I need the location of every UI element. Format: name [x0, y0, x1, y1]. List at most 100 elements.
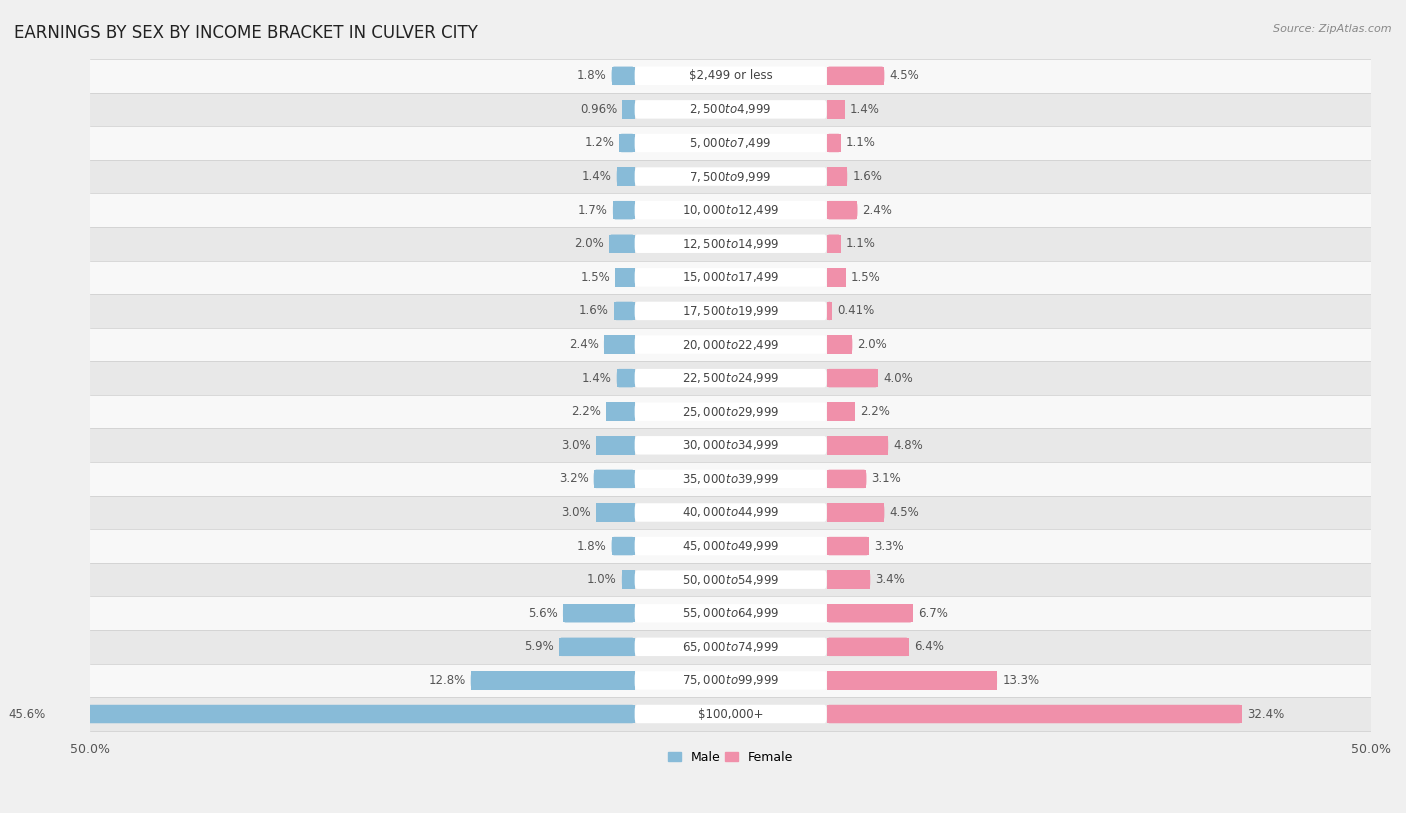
Bar: [90, 193, 1371, 227]
Bar: [827, 67, 884, 85]
Text: $35,000 to $39,999: $35,000 to $39,999: [682, 472, 779, 486]
Bar: [90, 227, 1371, 260]
Bar: [90, 630, 1371, 663]
Text: 1.4%: 1.4%: [582, 170, 612, 183]
Text: $2,499 or less: $2,499 or less: [689, 69, 772, 82]
Text: 4.5%: 4.5%: [890, 69, 920, 82]
FancyBboxPatch shape: [634, 672, 827, 689]
Bar: [90, 698, 1371, 731]
Bar: [827, 335, 852, 354]
Text: $65,000 to $74,999: $65,000 to $74,999: [682, 640, 779, 654]
Bar: [827, 705, 1241, 724]
Bar: [560, 637, 634, 656]
FancyBboxPatch shape: [593, 470, 634, 488]
Text: $40,000 to $44,999: $40,000 to $44,999: [682, 506, 779, 520]
Bar: [606, 402, 634, 421]
Bar: [617, 369, 634, 387]
Bar: [90, 395, 1371, 428]
FancyBboxPatch shape: [605, 335, 634, 354]
FancyBboxPatch shape: [471, 672, 634, 689]
FancyBboxPatch shape: [634, 167, 827, 186]
FancyBboxPatch shape: [623, 100, 634, 119]
Bar: [612, 537, 634, 555]
FancyBboxPatch shape: [827, 470, 866, 488]
Text: $5,000 to $7,499: $5,000 to $7,499: [689, 136, 772, 150]
Bar: [617, 167, 634, 186]
FancyBboxPatch shape: [827, 537, 869, 555]
FancyBboxPatch shape: [634, 234, 827, 253]
Text: $25,000 to $29,999: $25,000 to $29,999: [682, 405, 779, 419]
Bar: [90, 529, 1371, 563]
FancyBboxPatch shape: [827, 234, 841, 253]
FancyBboxPatch shape: [634, 402, 827, 421]
FancyBboxPatch shape: [634, 637, 827, 656]
Bar: [605, 335, 634, 354]
Text: 1.7%: 1.7%: [578, 204, 607, 216]
Text: 3.0%: 3.0%: [561, 506, 591, 519]
FancyBboxPatch shape: [634, 134, 827, 152]
FancyBboxPatch shape: [634, 503, 827, 522]
Text: $100,000+: $100,000+: [697, 707, 763, 720]
FancyBboxPatch shape: [614, 302, 634, 320]
Text: 1.6%: 1.6%: [579, 304, 609, 317]
FancyBboxPatch shape: [616, 268, 634, 286]
Bar: [827, 503, 884, 522]
Text: 1.4%: 1.4%: [582, 372, 612, 385]
Text: 1.5%: 1.5%: [581, 271, 610, 284]
FancyBboxPatch shape: [634, 369, 827, 387]
FancyBboxPatch shape: [634, 470, 827, 488]
Bar: [827, 167, 848, 186]
FancyBboxPatch shape: [634, 201, 827, 220]
Text: $12,500 to $14,999: $12,500 to $14,999: [682, 237, 779, 250]
Text: 1.4%: 1.4%: [849, 103, 880, 116]
Bar: [593, 470, 634, 488]
FancyBboxPatch shape: [609, 234, 634, 253]
Bar: [827, 637, 908, 656]
Bar: [827, 402, 855, 421]
FancyBboxPatch shape: [827, 571, 870, 589]
Text: EARNINGS BY SEX BY INCOME BRACKET IN CULVER CITY: EARNINGS BY SEX BY INCOME BRACKET IN CUL…: [14, 24, 478, 42]
FancyBboxPatch shape: [634, 100, 827, 119]
Text: 2.0%: 2.0%: [858, 338, 887, 351]
Text: 0.96%: 0.96%: [581, 103, 617, 116]
FancyBboxPatch shape: [634, 302, 827, 320]
Bar: [827, 436, 889, 454]
Bar: [90, 361, 1371, 395]
Text: 4.0%: 4.0%: [883, 372, 912, 385]
FancyBboxPatch shape: [617, 167, 634, 186]
FancyBboxPatch shape: [827, 335, 852, 354]
Text: 1.8%: 1.8%: [576, 69, 606, 82]
Text: 5.6%: 5.6%: [529, 606, 558, 620]
FancyBboxPatch shape: [634, 705, 827, 724]
Bar: [596, 503, 634, 522]
Bar: [827, 672, 997, 689]
Text: $22,500 to $24,999: $22,500 to $24,999: [682, 371, 779, 385]
Text: 1.5%: 1.5%: [851, 271, 880, 284]
Bar: [827, 100, 845, 119]
Text: 3.4%: 3.4%: [876, 573, 905, 586]
FancyBboxPatch shape: [612, 537, 634, 555]
Text: 5.9%: 5.9%: [524, 641, 554, 654]
Text: Source: ZipAtlas.com: Source: ZipAtlas.com: [1274, 24, 1392, 34]
Bar: [827, 604, 912, 623]
Bar: [616, 268, 634, 286]
Text: 3.2%: 3.2%: [558, 472, 589, 485]
Bar: [619, 134, 634, 152]
Text: 0.41%: 0.41%: [837, 304, 875, 317]
Bar: [612, 67, 634, 85]
FancyBboxPatch shape: [827, 672, 997, 689]
Bar: [621, 571, 634, 589]
Text: 1.6%: 1.6%: [852, 170, 882, 183]
Bar: [90, 160, 1371, 193]
Text: 3.3%: 3.3%: [875, 540, 904, 553]
Text: 3.1%: 3.1%: [872, 472, 901, 485]
Bar: [827, 537, 869, 555]
FancyBboxPatch shape: [634, 67, 827, 85]
FancyBboxPatch shape: [617, 369, 634, 387]
Text: $30,000 to $34,999: $30,000 to $34,999: [682, 438, 779, 452]
FancyBboxPatch shape: [827, 369, 877, 387]
Text: $20,000 to $22,499: $20,000 to $22,499: [682, 337, 779, 351]
Text: 1.1%: 1.1%: [846, 137, 876, 150]
Bar: [827, 268, 846, 286]
Bar: [90, 597, 1371, 630]
